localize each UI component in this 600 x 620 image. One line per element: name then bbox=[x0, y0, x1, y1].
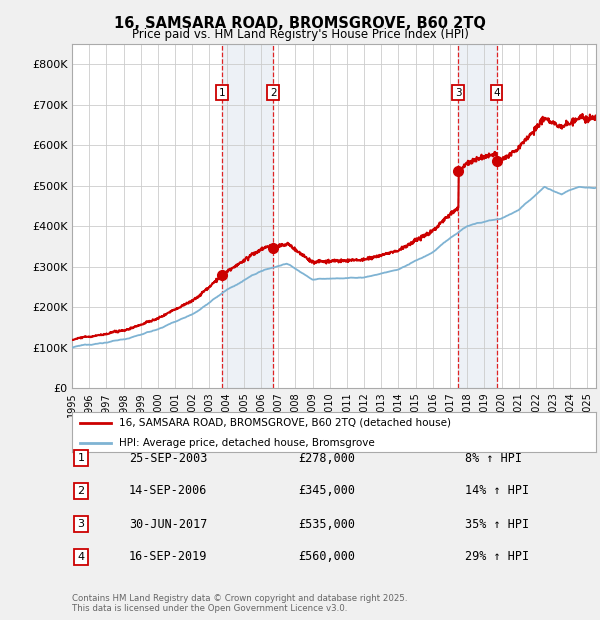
Text: 35% ↑ HPI: 35% ↑ HPI bbox=[465, 518, 529, 531]
Text: 4: 4 bbox=[493, 87, 500, 97]
Text: £560,000: £560,000 bbox=[299, 551, 355, 564]
Text: 8% ↑ HPI: 8% ↑ HPI bbox=[465, 451, 522, 464]
Text: 2: 2 bbox=[270, 87, 277, 97]
Text: 3: 3 bbox=[77, 519, 85, 529]
Bar bbox=[458, 44, 497, 388]
Text: 16-SEP-2019: 16-SEP-2019 bbox=[129, 551, 208, 564]
Text: 30-JUN-2017: 30-JUN-2017 bbox=[129, 518, 208, 531]
Text: 2: 2 bbox=[77, 486, 85, 496]
Text: Price paid vs. HM Land Registry's House Price Index (HPI): Price paid vs. HM Land Registry's House … bbox=[131, 28, 469, 41]
Text: 1: 1 bbox=[218, 87, 225, 97]
Text: £535,000: £535,000 bbox=[299, 518, 355, 531]
Text: 1: 1 bbox=[77, 453, 85, 463]
Text: HPI: Average price, detached house, Bromsgrove: HPI: Average price, detached house, Brom… bbox=[119, 438, 375, 448]
Text: 3: 3 bbox=[455, 87, 461, 97]
Text: 4: 4 bbox=[77, 552, 85, 562]
Text: This data is licensed under the Open Government Licence v3.0.: This data is licensed under the Open Gov… bbox=[72, 603, 347, 613]
Text: £278,000: £278,000 bbox=[299, 451, 355, 464]
Text: 25-SEP-2003: 25-SEP-2003 bbox=[129, 451, 208, 464]
Bar bbox=[222, 44, 273, 388]
Text: Contains HM Land Registry data © Crown copyright and database right 2025.: Contains HM Land Registry data © Crown c… bbox=[72, 593, 407, 603]
Text: 29% ↑ HPI: 29% ↑ HPI bbox=[465, 551, 529, 564]
Text: 14-SEP-2006: 14-SEP-2006 bbox=[129, 484, 208, 497]
Text: £345,000: £345,000 bbox=[299, 484, 355, 497]
Text: 14% ↑ HPI: 14% ↑ HPI bbox=[465, 484, 529, 497]
Text: 16, SAMSARA ROAD, BROMSGROVE, B60 2TQ: 16, SAMSARA ROAD, BROMSGROVE, B60 2TQ bbox=[114, 16, 486, 30]
Text: 16, SAMSARA ROAD, BROMSGROVE, B60 2TQ (detached house): 16, SAMSARA ROAD, BROMSGROVE, B60 2TQ (d… bbox=[119, 418, 451, 428]
